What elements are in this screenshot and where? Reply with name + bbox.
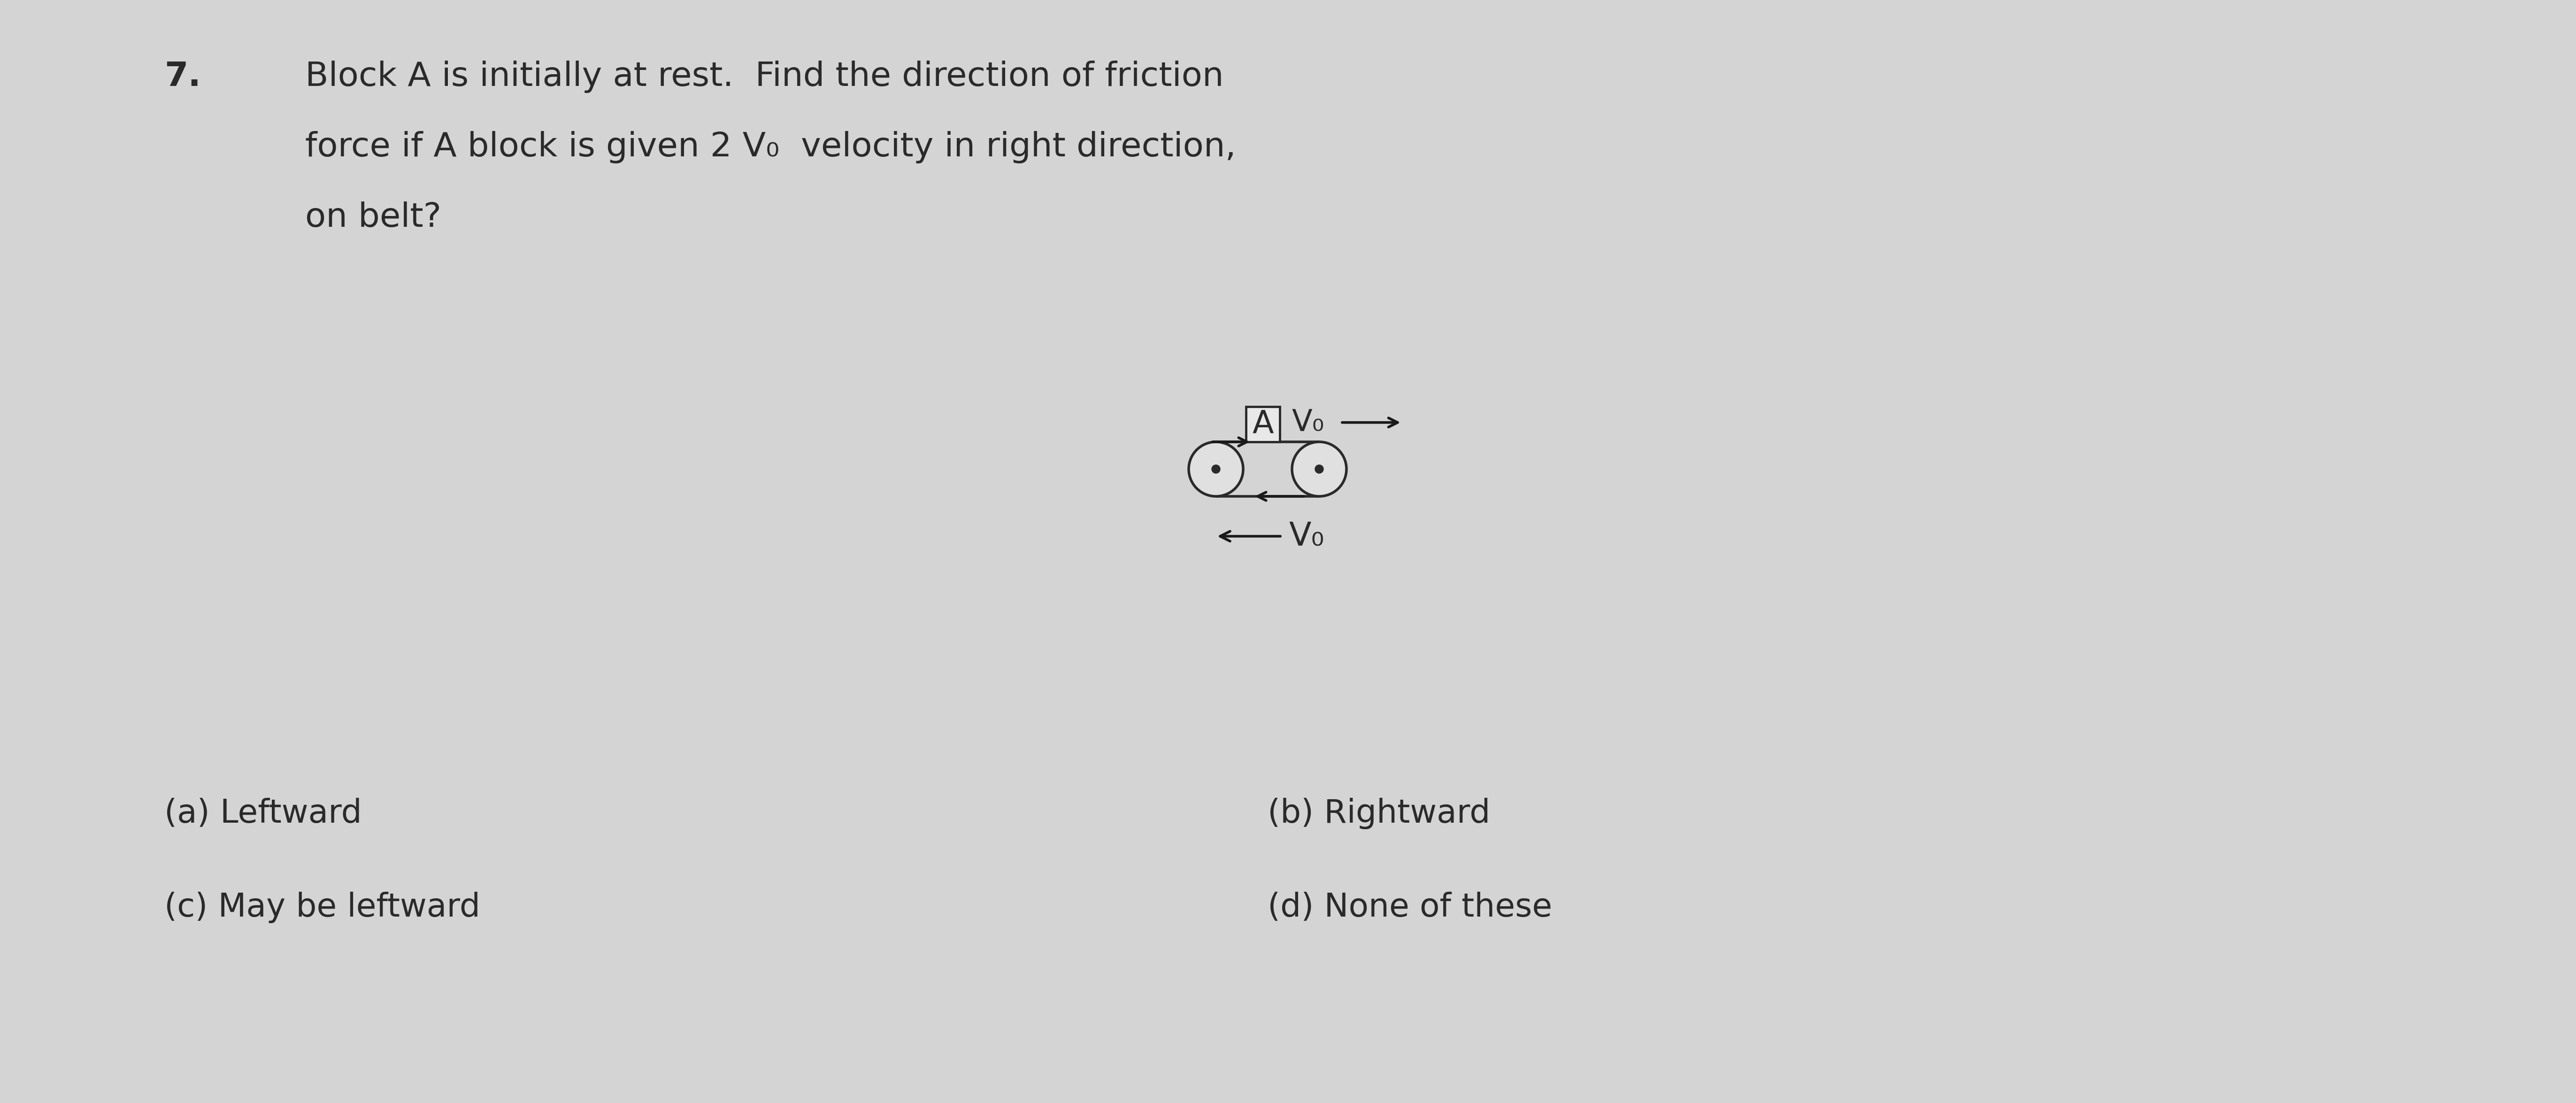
Text: 7.: 7. <box>165 61 201 93</box>
Circle shape <box>1188 442 1244 496</box>
Text: (d) None of these: (d) None of these <box>1267 891 1553 923</box>
Circle shape <box>1293 442 1347 496</box>
Text: A: A <box>1252 409 1273 440</box>
Circle shape <box>1314 464 1324 473</box>
Text: Block A is initially at rest.  Find the direction of friction: Block A is initially at rest. Find the d… <box>304 61 1224 93</box>
Text: force if A block is given 2 V₀  velocity in right direction,: force if A block is given 2 V₀ velocity … <box>304 131 1236 163</box>
Text: V₀: V₀ <box>1291 408 1324 437</box>
Text: on belt?: on belt? <box>304 202 440 234</box>
Text: (a) Leftward: (a) Leftward <box>165 797 361 829</box>
Circle shape <box>1211 464 1221 473</box>
Text: (b) Rightward: (b) Rightward <box>1267 797 1492 829</box>
Text: (c) May be leftward: (c) May be leftward <box>165 891 479 923</box>
Bar <box>1247 407 1280 442</box>
Text: V₀: V₀ <box>1288 521 1324 552</box>
